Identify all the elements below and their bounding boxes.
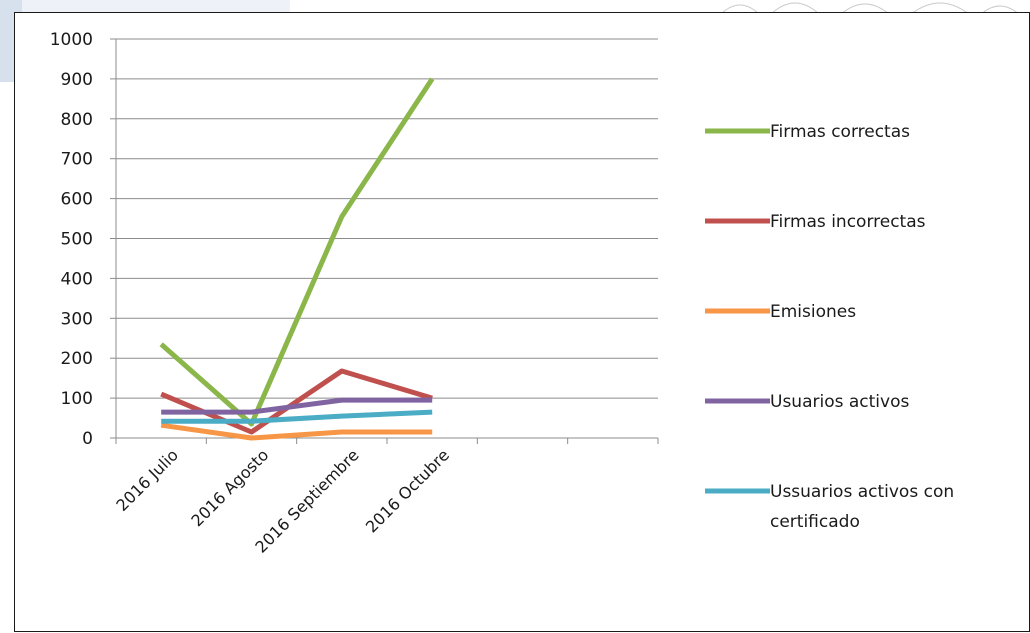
- y-tick-label: 100: [61, 389, 93, 409]
- background-strip: [0, 0, 290, 14]
- legend-label: certificado: [770, 512, 860, 532]
- background-decoration: [700, 0, 1030, 14]
- series-line-firmas-correctas: [159, 77, 435, 427]
- legend-label: Firmas incorrectas: [770, 212, 926, 232]
- line-chart: 0 100 200 300 400 500 600 700 800 900 1000 2016 Jul…: [50, 30, 954, 557]
- y-tick-label: 500: [61, 230, 93, 250]
- legend-label: Usuarios activos: [770, 392, 909, 412]
- legend: Firmas correctas Firmas incorrectas Emisio…: [705, 122, 954, 532]
- series-lines: [159, 77, 435, 441]
- axes: 0 100 200 300 400 500 600 700 800 900 1000 2016 Jul…: [50, 30, 659, 557]
- y-tick-label: 400: [61, 269, 93, 289]
- y-tick-label: 0: [82, 429, 93, 449]
- x-category-label: 2016 Octubre: [362, 445, 453, 536]
- legend-label: Ussuarios activos con: [770, 482, 954, 502]
- x-category-label: 2016 Agosto: [187, 445, 272, 530]
- series-line-ussuarios-activos-con-certificado: [161, 409, 433, 424]
- x-category-label: 2016 Julio: [112, 445, 182, 515]
- legend-label: Emisiones: [770, 302, 856, 322]
- y-tick-label: 700: [61, 150, 93, 170]
- series-line-usuarios-activos: [161, 397, 433, 415]
- legend-label: Firmas correctas: [770, 122, 910, 142]
- chart-area: 0 100 200 300 400 500 600 700 800 900 1000 2016 Jul…: [14, 12, 1030, 632]
- decoration-pattern: [720, 2, 1020, 14]
- y-tick-label: 900: [61, 70, 93, 90]
- series-line-emisiones: [160, 422, 433, 441]
- y-tick-label: 1000: [50, 30, 93, 50]
- y-tick-label: 300: [61, 309, 93, 329]
- y-tick-label: 600: [61, 190, 93, 210]
- y-tick-label: 800: [61, 110, 93, 130]
- y-tick-label: 200: [61, 349, 93, 369]
